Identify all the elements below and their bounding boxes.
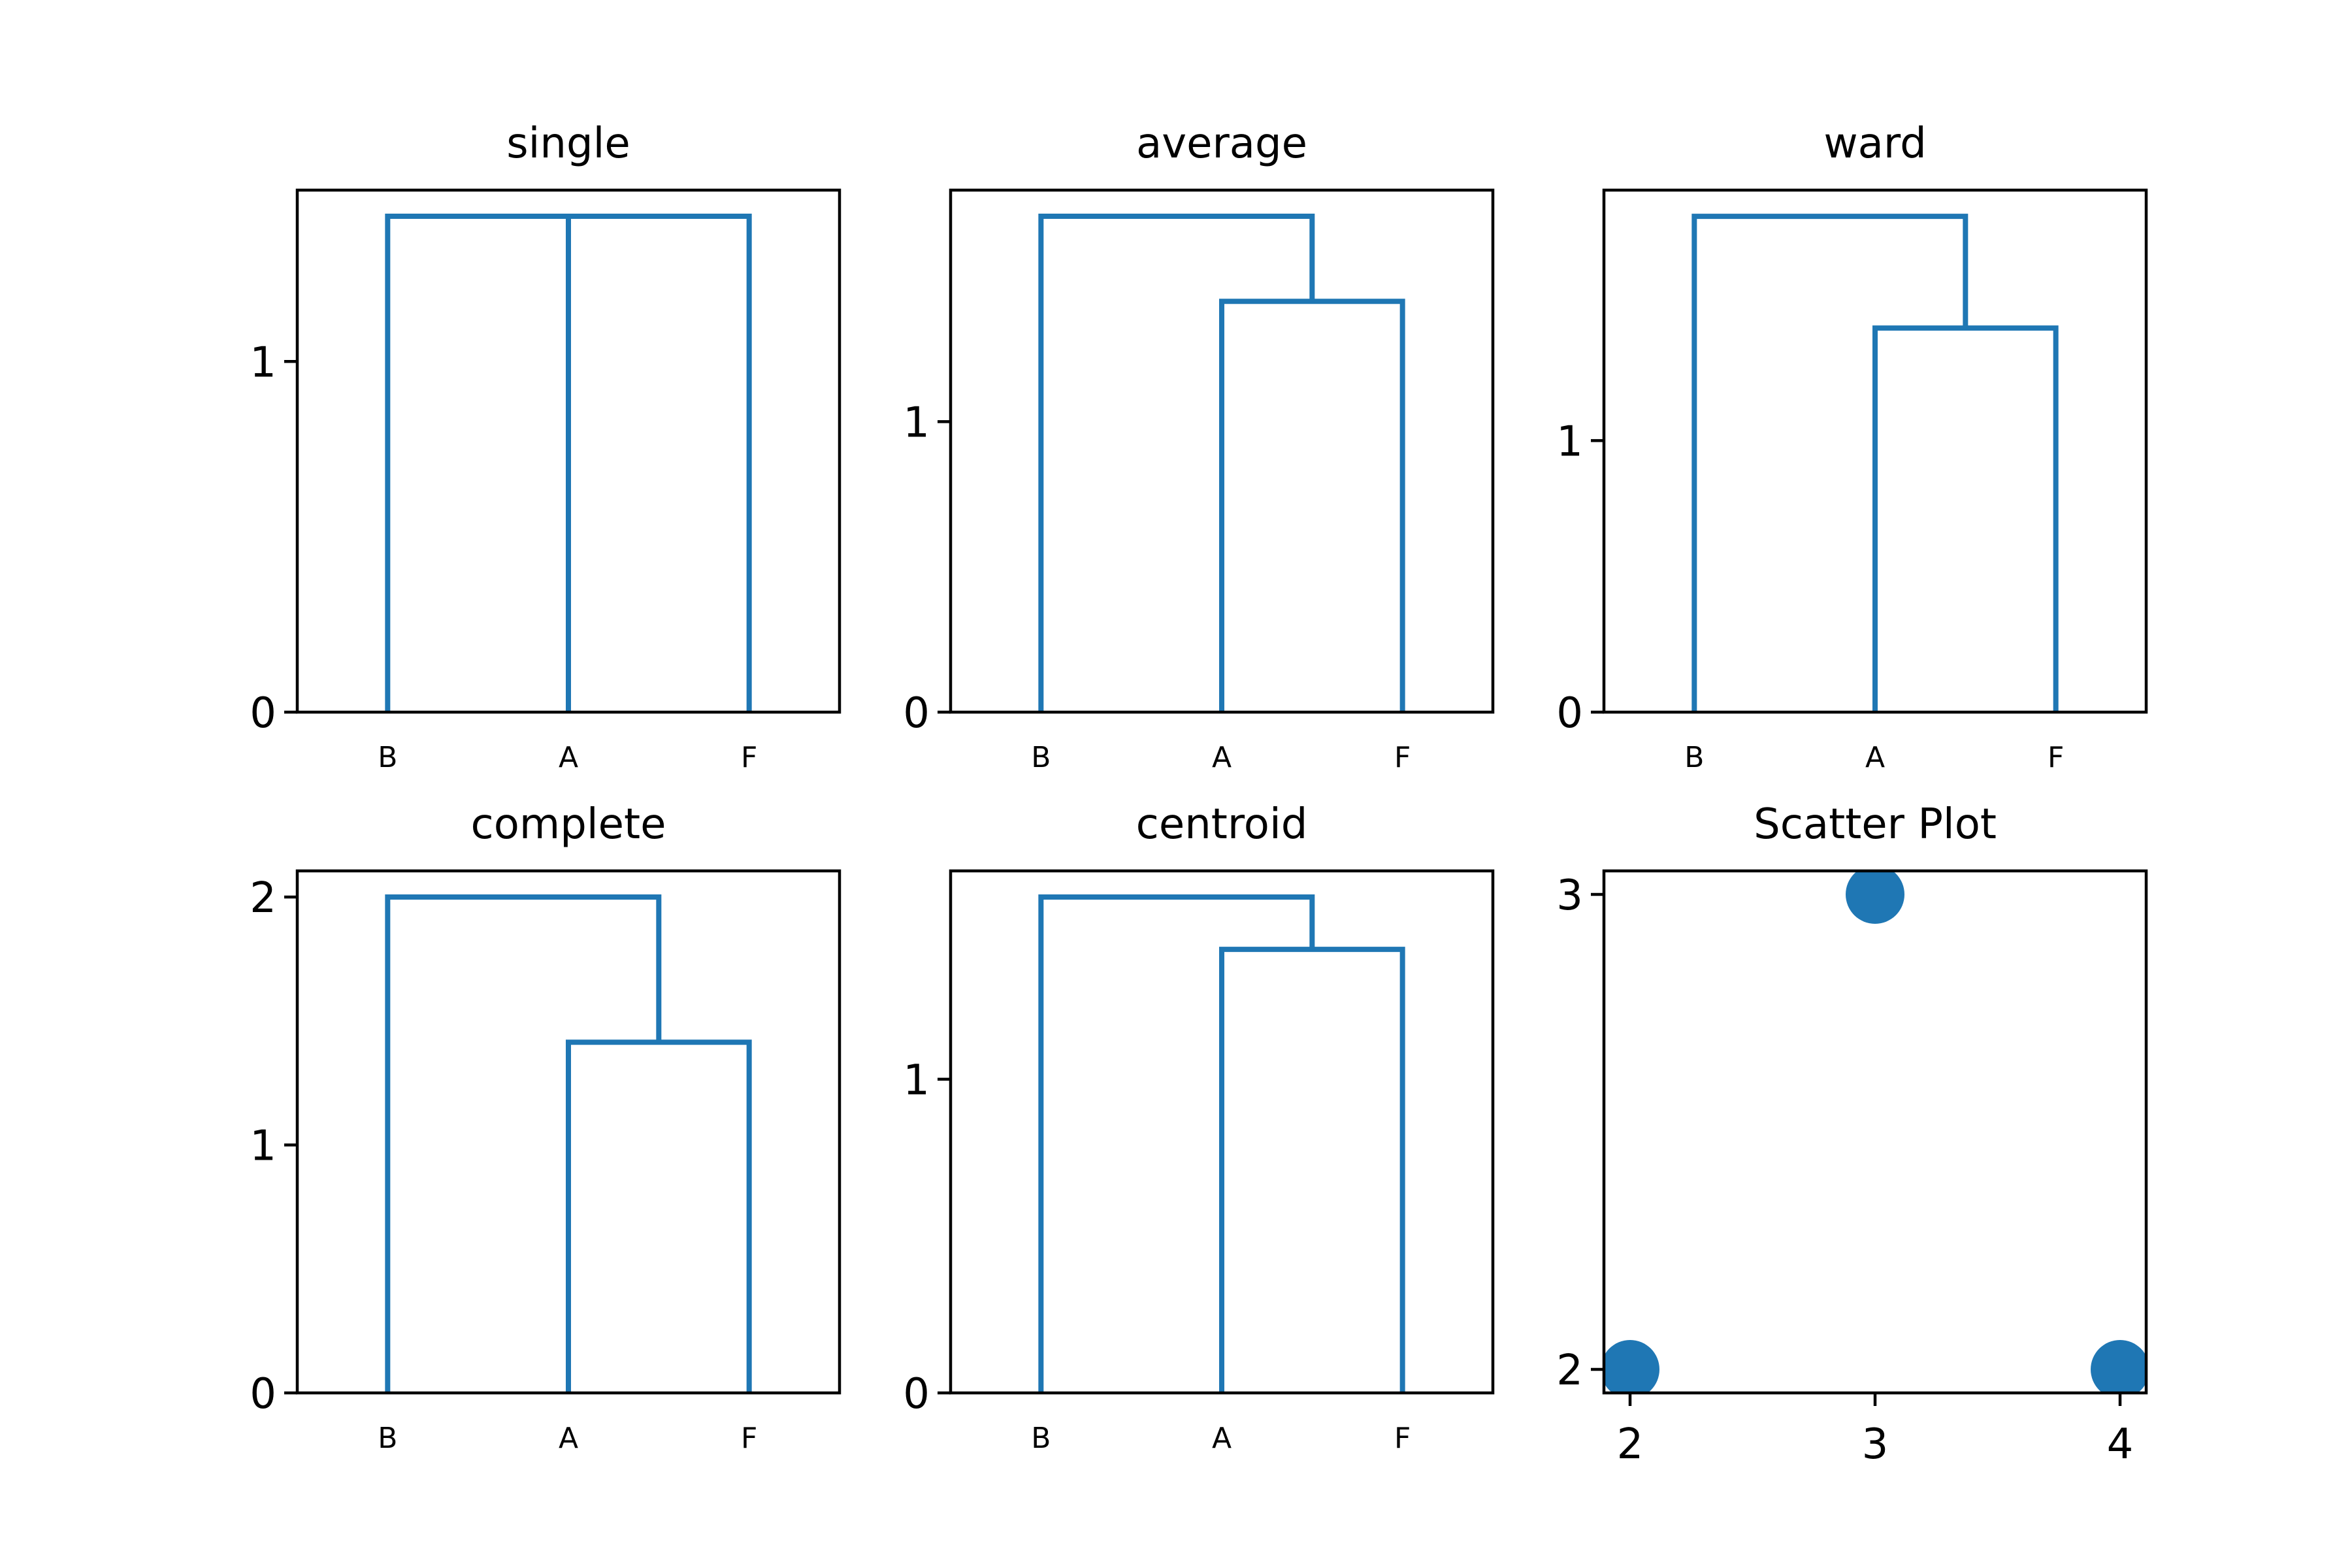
subplot-2: ward 0 1 B A F: [1556, 120, 2148, 774]
subplot-title: complete: [471, 800, 666, 849]
leaf-label: A: [559, 1422, 578, 1455]
y-tick-label: 0: [903, 689, 930, 738]
dendrogram-link: [385, 214, 571, 712]
leaf-label: A: [559, 741, 578, 774]
leaf-label: B: [378, 741, 397, 774]
leaf-label: B: [1684, 741, 1704, 774]
axes-frame: [295, 188, 841, 714]
y-tick-label: 1: [903, 399, 930, 447]
x-tick-label: 4: [2107, 1420, 2134, 1469]
dendrogram-link: [1219, 947, 1405, 1393]
scatter-point: [2091, 1340, 2146, 1393]
axes-frame: [1602, 869, 2148, 1395]
y-tick-label: 0: [250, 1370, 276, 1418]
subplot-5: Scatter Plot 2 3 2 3 4: [1556, 800, 2148, 1469]
y-tick-label: 0: [903, 1370, 930, 1418]
x-tick-label: 3: [1862, 1420, 1889, 1469]
leaf-label: F: [2048, 741, 2064, 774]
dendrogram-link: [478, 214, 752, 712]
subplot-title: centroid: [1136, 800, 1308, 849]
subplot-0: single 0 1 B A F: [250, 120, 841, 774]
y-tick-label: 3: [1556, 872, 1583, 920]
dendrogram-link: [1219, 299, 1405, 712]
subplot-title: average: [1136, 120, 1307, 168]
axes-frame: [1602, 188, 2148, 714]
subplot-1: average 0 1 B A F: [903, 120, 1495, 774]
y-tick-label: 0: [1556, 689, 1583, 738]
y-tick-label: 1: [250, 1122, 276, 1171]
leaf-label: F: [1394, 741, 1411, 774]
leaf-label: B: [1031, 1422, 1051, 1455]
leaf-label: F: [1394, 1422, 1411, 1455]
y-tick-label: 1: [1556, 417, 1583, 466]
leaf-label: F: [741, 741, 757, 774]
subplot-3: complete 0 1 2 B A F: [250, 800, 841, 1455]
y-tick-label: 2: [1556, 1347, 1583, 1395]
subplot-title: single: [506, 120, 630, 168]
leaf-label: A: [1212, 1422, 1232, 1455]
leaf-label: B: [378, 1422, 397, 1455]
y-tick-label: 1: [903, 1056, 930, 1105]
scatter-points: [1604, 871, 2146, 1393]
dendrogram-link: [1691, 214, 1968, 712]
leaf-label: B: [1031, 741, 1051, 774]
subplot-4: centroid 0 1 B A F: [903, 800, 1495, 1455]
dendrogram-link: [385, 894, 662, 1393]
y-tick-label: 2: [250, 874, 276, 923]
dendrogram-link: [1872, 325, 2059, 712]
dendrogram-link: [566, 1039, 752, 1393]
scatter-point: [1846, 871, 1904, 924]
dendrogram-link: [1038, 894, 1315, 1393]
x-tick-label: 2: [1617, 1420, 1644, 1469]
leaf-label: A: [1865, 741, 1885, 774]
leaf-label: F: [741, 1422, 757, 1455]
scatter-point: [1604, 1340, 1659, 1393]
axes-frame: [949, 869, 1495, 1395]
axes-frame: [949, 188, 1495, 714]
y-tick-label: 0: [250, 689, 276, 738]
axes-frame: [295, 869, 841, 1395]
leaf-label: A: [1212, 741, 1232, 774]
dendrogram-link: [1038, 213, 1315, 712]
subplot-title: Scatter Plot: [1754, 800, 1997, 849]
subplot-title: ward: [1823, 120, 1926, 168]
y-tick-label: 1: [250, 338, 276, 387]
